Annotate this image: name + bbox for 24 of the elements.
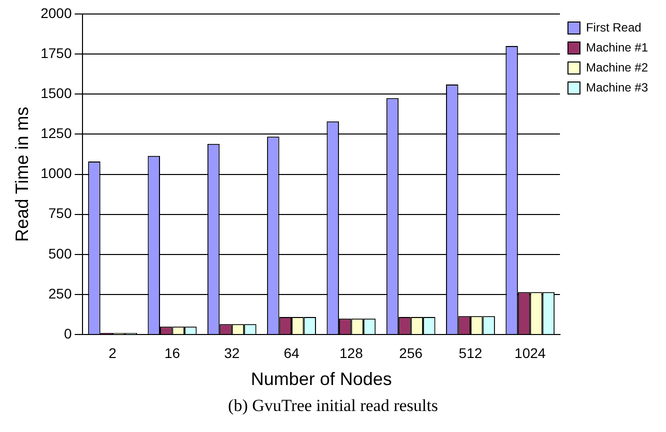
x-axis-title: Number of Nodes: [250, 369, 392, 390]
x-tick-label: 64: [284, 344, 300, 361]
y-tick-label: 1000: [40, 165, 72, 182]
x-tick-label: 16: [164, 344, 180, 361]
x-tick-label: 256: [399, 344, 423, 361]
y-tick-label: 0: [64, 325, 72, 342]
legend-label: First Read: [586, 20, 642, 34]
y-tick-label: 1250: [40, 125, 72, 142]
x-tick-label: 1024: [514, 344, 546, 361]
legend-label: Machine #2: [586, 60, 648, 74]
x-tick-label: 512: [458, 344, 482, 361]
text: (b) GvuTree initial read results: [227, 396, 439, 416]
legend-label: Machine #1: [586, 40, 648, 54]
y-tick-label: 2000: [40, 4, 72, 21]
y-tick-label: 1750: [40, 44, 72, 61]
x-tick-label: 2: [108, 344, 117, 361]
y-axis-title: Read Time in ms: [12, 106, 32, 242]
y-tick-label: 500: [48, 245, 72, 262]
y-tick-label: 250: [48, 285, 72, 302]
legend-label: Machine #3: [586, 80, 648, 94]
y-tick-label: 1500: [40, 85, 72, 102]
y-tick-label: 750: [48, 205, 72, 222]
x-tick-label: 128: [340, 344, 364, 361]
x-tick-label: 32: [224, 344, 240, 361]
